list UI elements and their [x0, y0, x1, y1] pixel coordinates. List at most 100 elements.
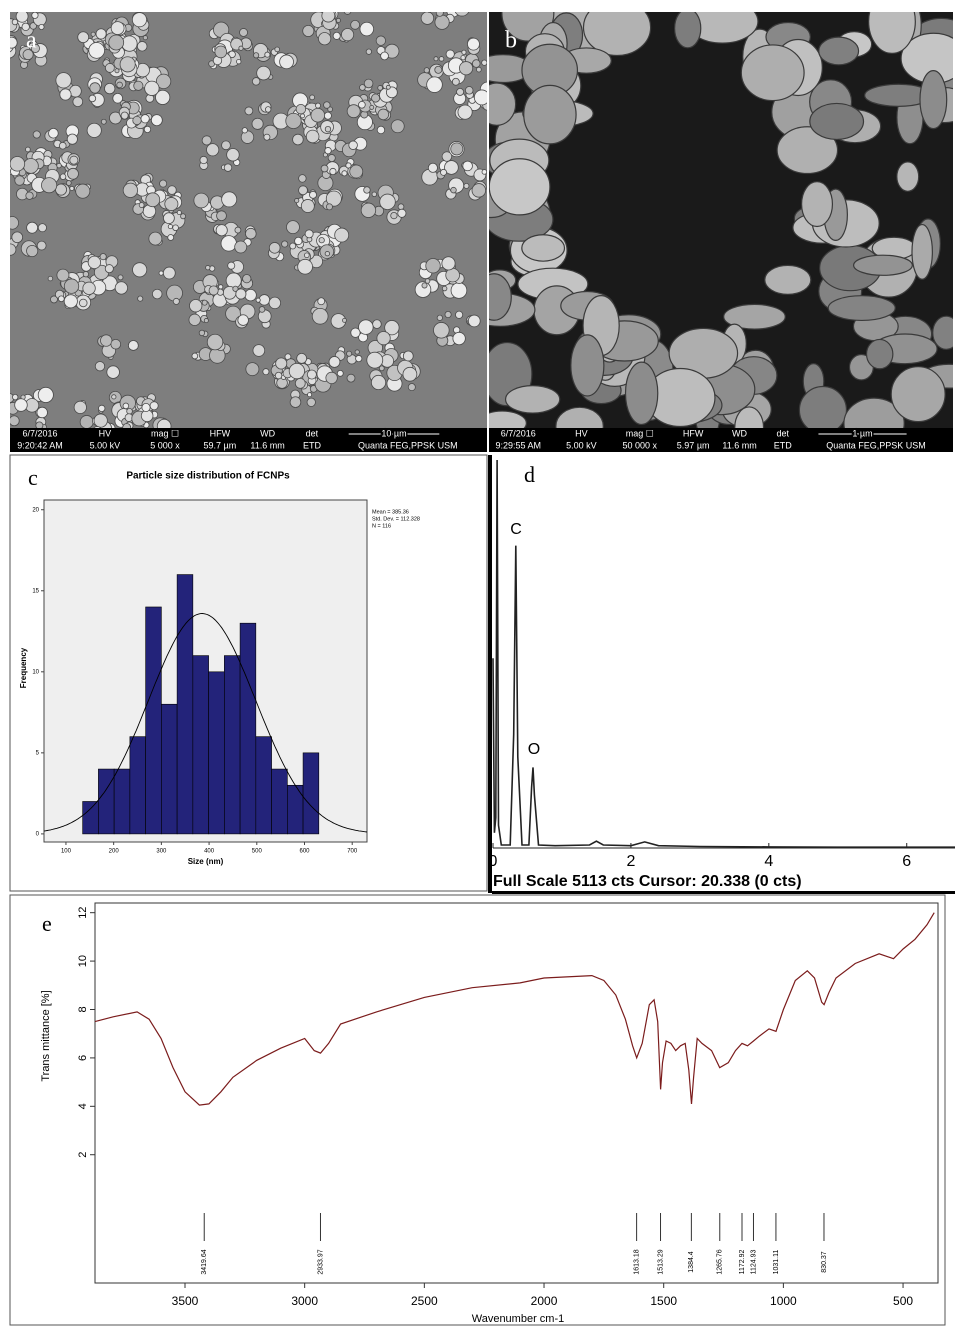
particle — [83, 271, 88, 276]
particle — [219, 285, 223, 289]
bar — [161, 704, 177, 834]
stats-text: Std. Dev. = 112.328 — [372, 516, 420, 522]
particle — [240, 28, 248, 36]
particle — [312, 308, 328, 324]
particle — [355, 350, 359, 354]
particle — [333, 32, 340, 39]
x-tick-label: 200 — [109, 849, 120, 855]
info-text: HV — [99, 428, 112, 438]
particle — [318, 33, 330, 45]
particle — [318, 298, 325, 305]
particle — [109, 35, 124, 50]
x-axis-label: Size (nm) — [188, 857, 224, 866]
info-text: 5.00 kV — [90, 440, 121, 450]
x-tick-label: 700 — [347, 849, 358, 855]
peak-label: 1031.11 — [773, 1250, 780, 1275]
particle — [215, 46, 227, 58]
sem-image — [0, 0, 505, 439]
info-text: 6/7/2016 — [501, 428, 536, 438]
particle — [138, 296, 143, 301]
particle — [437, 315, 442, 320]
bar — [146, 607, 162, 834]
info-text: ETD — [774, 440, 793, 450]
particle — [306, 130, 319, 143]
particle — [433, 322, 449, 338]
particle — [571, 335, 604, 396]
peak-label: 2933.97 — [317, 1249, 324, 1274]
particle — [482, 170, 487, 175]
panel-border — [488, 455, 492, 893]
particle — [464, 183, 469, 188]
y-tick-label: 12 — [77, 907, 89, 919]
particle — [199, 330, 204, 335]
info-text: WD — [732, 428, 747, 438]
x-tick-label: 2500 — [411, 1294, 438, 1308]
particle — [269, 242, 280, 253]
bar — [209, 672, 225, 834]
particle — [307, 370, 316, 379]
particle — [451, 143, 463, 155]
particle — [307, 398, 315, 406]
particle — [506, 386, 560, 413]
x-tick-label: 600 — [299, 849, 310, 855]
particle — [117, 82, 123, 88]
particle — [80, 415, 93, 428]
particle — [290, 397, 301, 408]
particle — [163, 213, 174, 224]
x-tick-label: 100 — [61, 849, 72, 855]
page: {"images": [ {"label": "a", "info_bar": … — [0, 0, 955, 1327]
particle — [173, 225, 179, 231]
panel-label: d — [524, 462, 535, 487]
particle — [296, 104, 306, 114]
bar — [240, 623, 256, 834]
particle — [243, 274, 251, 282]
particle — [141, 115, 149, 123]
particle — [299, 186, 308, 195]
particle — [765, 265, 811, 294]
scale-bar-label: 1 µm — [852, 428, 872, 438]
x-tick-label: 500 — [252, 849, 263, 855]
particle — [57, 269, 69, 281]
particle — [67, 134, 77, 144]
particle — [290, 243, 296, 249]
particle — [41, 178, 56, 193]
particle — [439, 57, 444, 62]
particle — [189, 299, 201, 311]
particle — [105, 265, 113, 273]
particle — [257, 66, 271, 80]
particle — [434, 57, 438, 61]
particle — [424, 68, 429, 73]
particle — [204, 318, 208, 322]
x-tick-label: 400 — [204, 849, 215, 855]
instrument: Quanta FEG,PPSK USM — [826, 440, 926, 450]
particle — [150, 402, 158, 410]
particle — [64, 279, 78, 293]
particle — [189, 314, 200, 325]
particle — [252, 78, 260, 86]
particle — [472, 60, 480, 68]
particle — [453, 332, 465, 344]
particle — [123, 403, 129, 409]
particle — [305, 230, 313, 238]
bar — [193, 656, 209, 834]
particle — [380, 194, 396, 210]
particle — [295, 237, 302, 244]
particle — [458, 105, 472, 119]
particle — [238, 315, 249, 326]
particle — [372, 94, 380, 102]
particle — [867, 339, 893, 368]
particle — [192, 353, 198, 359]
particle — [403, 351, 413, 361]
bar — [177, 575, 193, 834]
particle — [329, 356, 340, 367]
particle — [221, 236, 236, 251]
particle — [235, 241, 247, 253]
particle — [236, 289, 246, 299]
particle — [445, 311, 451, 317]
particle — [181, 214, 186, 219]
particle — [159, 271, 163, 275]
particle — [107, 366, 120, 379]
y-tick-label: 8 — [77, 1006, 89, 1012]
particle — [32, 12, 38, 18]
particle — [115, 282, 127, 294]
